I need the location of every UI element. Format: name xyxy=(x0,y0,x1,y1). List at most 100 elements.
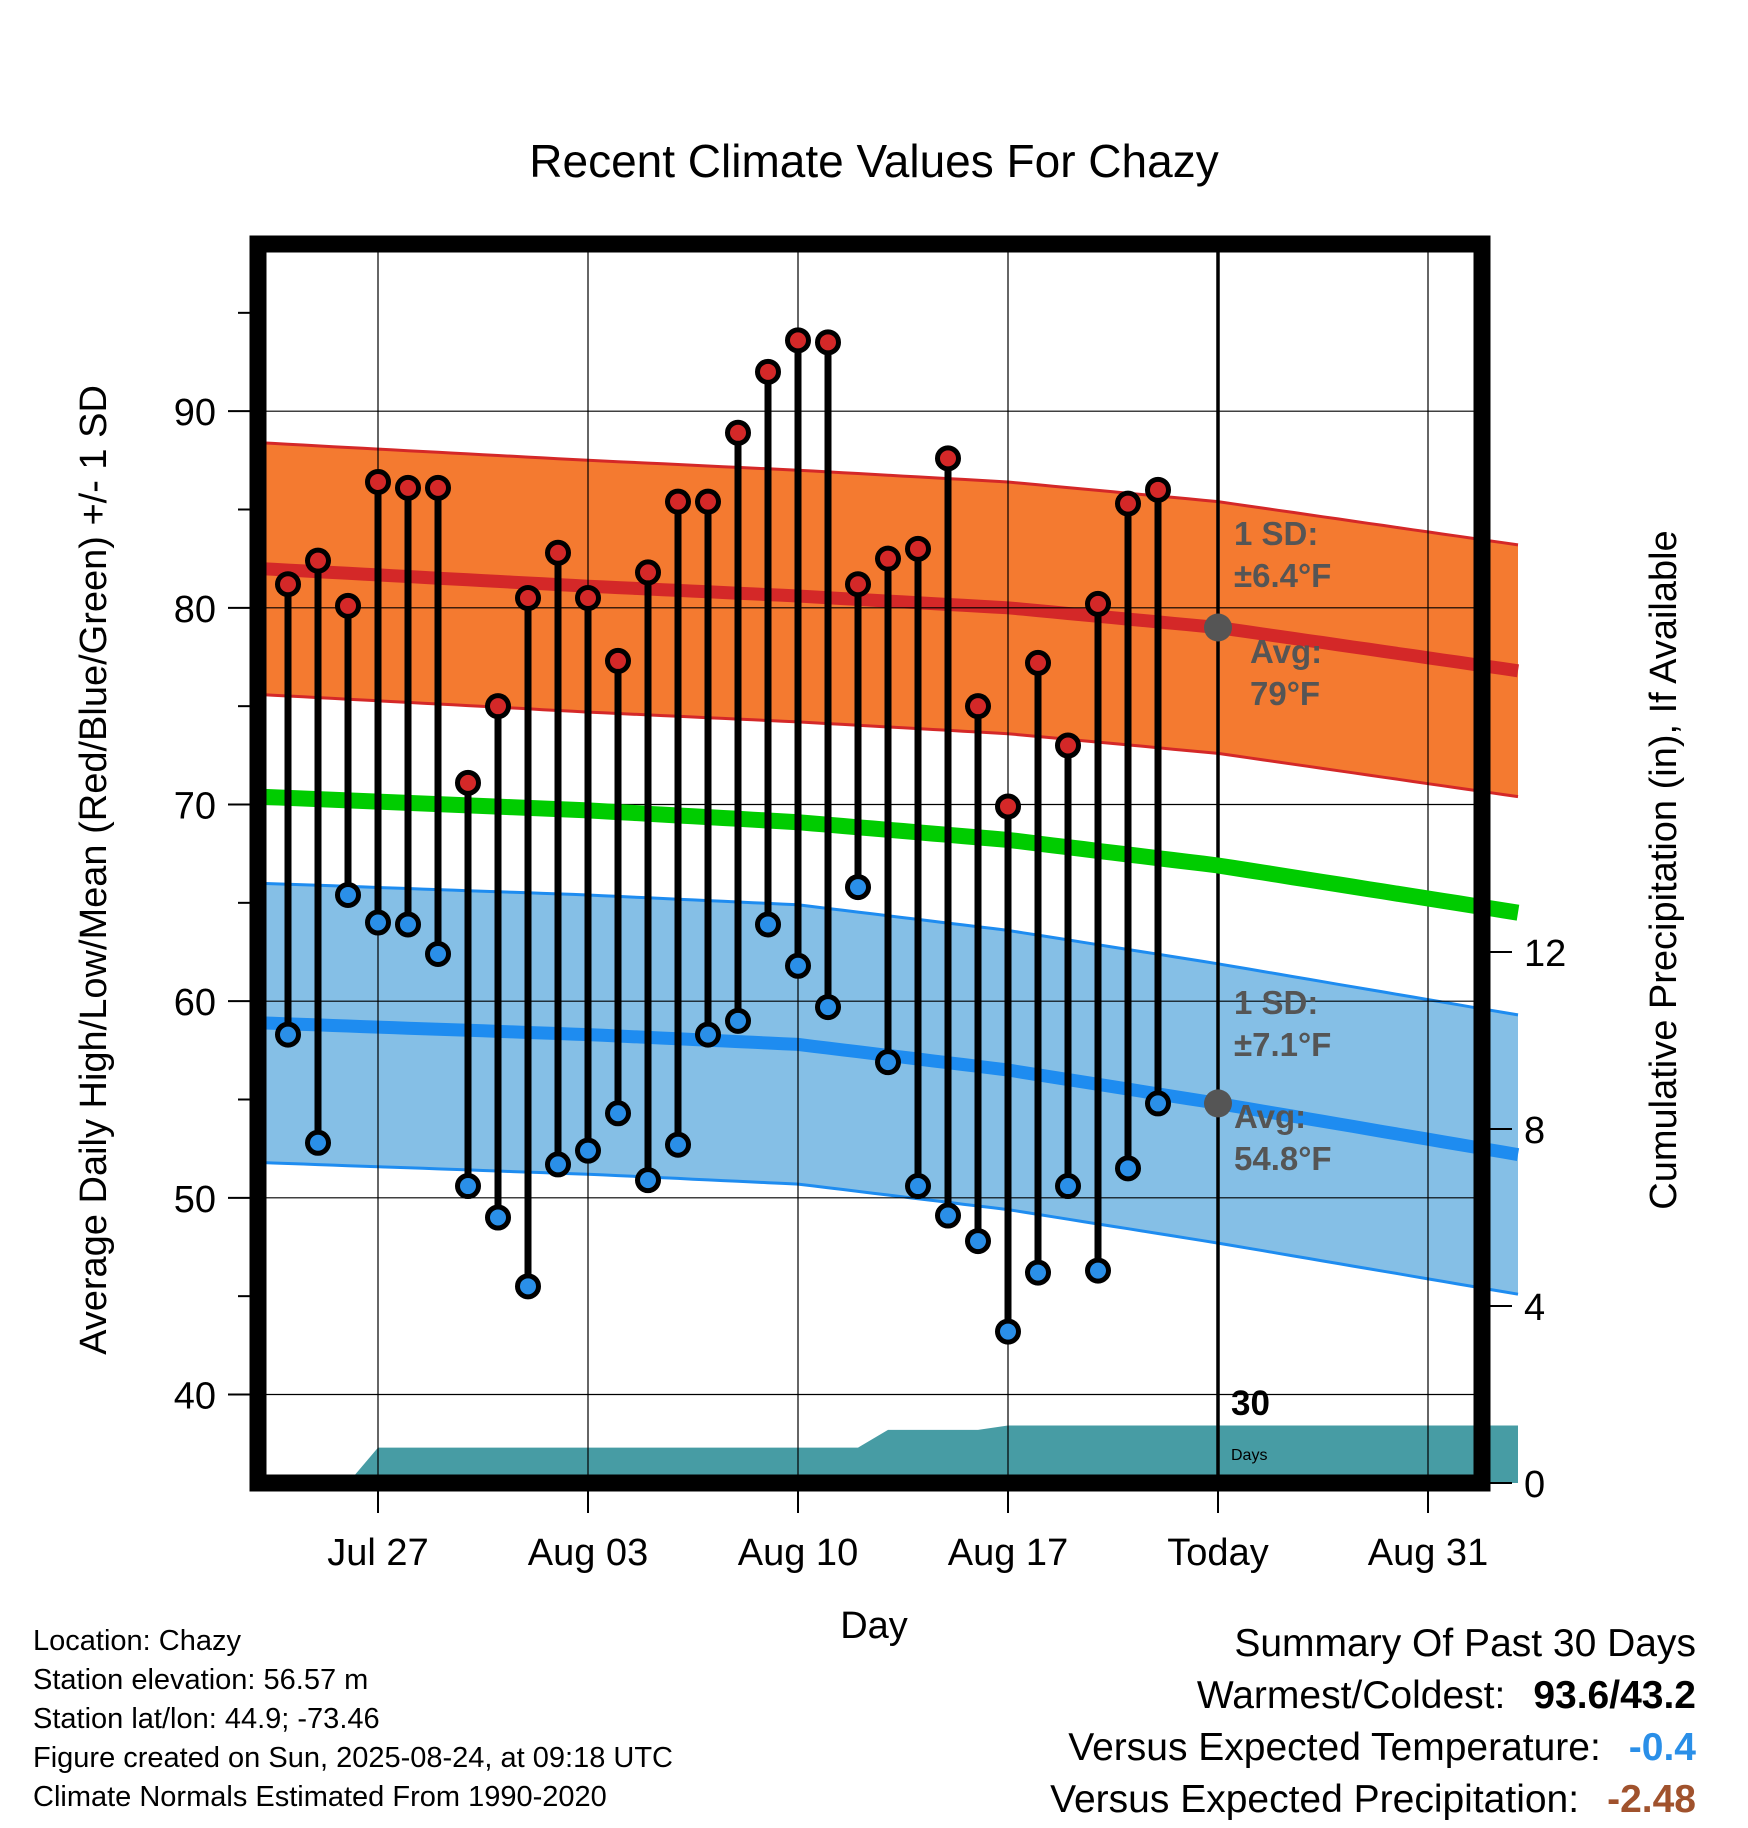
daily-high-marker xyxy=(455,769,481,796)
today-avg-low-marker xyxy=(1204,1089,1232,1118)
daily-high-marker xyxy=(335,592,361,619)
high-avg-value: 79°F xyxy=(1250,675,1320,712)
plot-frame xyxy=(249,235,1491,1492)
grid-lines xyxy=(258,244,1482,1483)
daily-low-marker xyxy=(1085,1257,1111,1284)
latlon-text: Station lat/lon: 44.9; -73.46 xyxy=(33,1703,380,1735)
daily-high-marker xyxy=(575,585,601,611)
station-info: Location: Chazy Station elevation: 56.57… xyxy=(33,1622,673,1817)
axes: 40 50 60 70 80 90 0 4 8 12 Jul 27 Aug 03 Aug 10 Aug 1… xyxy=(174,311,1566,1574)
precip-departure-label: Versus Expected Precipitation: xyxy=(1050,1778,1580,1821)
daily-low-marker xyxy=(995,1318,1021,1345)
daily-low-marker xyxy=(485,1204,511,1231)
warmest-coldest-value: 93.6/43.2 xyxy=(1533,1674,1696,1717)
daily-low-marker xyxy=(275,1021,301,1048)
daily-high-marker xyxy=(1115,490,1141,517)
summary-panel: Summary Of Past 30 Days Warmest/Coldest:… xyxy=(1050,1618,1696,1826)
daily-high-marker xyxy=(875,545,901,572)
y-left-tick-label: 50 xyxy=(174,1179,216,1221)
x-tick-label: Jul 27 xyxy=(327,1532,428,1574)
y-left-tick-label: 80 xyxy=(174,589,216,631)
daily-low-marker xyxy=(845,874,871,901)
x-tick-label: Aug 10 xyxy=(738,1532,858,1574)
daily-low-marker xyxy=(365,909,391,936)
days-window-label-number: 30 xyxy=(1231,1384,1270,1423)
daily-high-marker xyxy=(845,571,871,598)
daily-high-marker xyxy=(275,571,301,598)
daily-low-marker xyxy=(905,1173,931,1200)
daily-high-marker xyxy=(365,468,391,495)
daily-high-marker xyxy=(515,585,541,611)
low-avg-label: Avg: xyxy=(1234,1098,1306,1135)
daily-high-marker xyxy=(815,329,841,356)
daily-low-marker xyxy=(665,1131,691,1158)
daily-high-marker xyxy=(1145,476,1171,503)
daily-high-marker xyxy=(935,445,961,472)
x-axis-label: Day xyxy=(840,1605,908,1647)
y-right-tick-label: 4 xyxy=(1524,1287,1545,1329)
daily-low-marker xyxy=(1055,1173,1081,1200)
daily-high-marker xyxy=(905,535,931,562)
daily-high-marker xyxy=(425,474,451,501)
daily-low-marker xyxy=(1025,1259,1051,1286)
location-text: Location: Chazy xyxy=(33,1625,241,1657)
low-sd-label: 1 SD: xyxy=(1234,984,1318,1021)
daily-low-marker xyxy=(695,1021,721,1048)
daily-high-marker xyxy=(1055,732,1081,759)
daily-low-marker xyxy=(395,911,421,938)
high-sd-value: ±6.4°F xyxy=(1234,557,1331,594)
daily-low-marker xyxy=(815,994,841,1021)
daily-high-marker xyxy=(995,793,1021,820)
plot-border xyxy=(249,235,1491,1492)
low-avg-value: 54.8°F xyxy=(1234,1140,1332,1177)
today-avg-high-marker xyxy=(1204,613,1232,642)
daily-range-stems xyxy=(284,340,1162,1332)
daily-low-marker xyxy=(1115,1155,1141,1182)
daily-low-marker xyxy=(455,1173,481,1200)
daily-high-marker xyxy=(665,488,691,515)
daily-low-marker xyxy=(305,1129,331,1156)
daily-low-marker xyxy=(335,881,361,908)
created-text: Figure created on Sun, 2025-08-24, at 09… xyxy=(33,1742,673,1774)
high-avg-label: Avg: xyxy=(1250,633,1322,670)
x-tick-label: Aug 31 xyxy=(1368,1532,1488,1574)
daily-high-marker xyxy=(755,358,781,385)
normals-text: Climate Normals Estimated From 1990-2020 xyxy=(33,1781,607,1813)
temp-departure-value: -0.4 xyxy=(1628,1726,1696,1769)
y-axis-left-label: Average Daily High/Low/Mean (Red/Blue/Gr… xyxy=(73,385,115,1355)
x-tick-label: Aug 03 xyxy=(528,1532,648,1574)
high-sd-label: 1 SD: xyxy=(1234,515,1318,552)
daily-low-marker xyxy=(935,1202,961,1229)
daily-markers xyxy=(275,327,1232,1345)
daily-low-marker xyxy=(755,911,781,938)
y-right-tick-label: 8 xyxy=(1524,1110,1545,1152)
y-left-tick-label: 40 xyxy=(174,1376,216,1418)
daily-low-marker xyxy=(965,1228,991,1255)
cumulative-precip-area xyxy=(348,1425,1518,1483)
chart-title: Recent Climate Values For Chazy xyxy=(529,135,1218,187)
svg-text:Days: Days xyxy=(1231,1447,1267,1464)
daily-low-marker xyxy=(635,1167,661,1194)
y-left-tick-label: 70 xyxy=(174,786,216,828)
daily-high-marker xyxy=(1085,590,1111,617)
y-right-tick-label: 12 xyxy=(1524,933,1566,975)
daily-high-marker xyxy=(1025,649,1051,676)
daily-high-marker xyxy=(395,474,421,501)
daily-high-marker xyxy=(485,693,511,720)
daily-low-marker xyxy=(875,1049,901,1076)
high-band-upper-edge xyxy=(257,441,1519,547)
daily-low-marker xyxy=(1145,1090,1171,1117)
y-left-tick-label: 60 xyxy=(174,982,216,1024)
y-right-tick-label: 0 xyxy=(1524,1464,1545,1506)
daily-low-marker xyxy=(725,1007,751,1034)
daily-high-marker xyxy=(605,647,631,674)
low-sd-band xyxy=(258,883,1518,1295)
daily-high-marker xyxy=(545,539,571,566)
x-tick-label: Today xyxy=(1167,1532,1268,1574)
daily-low-marker xyxy=(515,1273,541,1300)
daily-high-marker xyxy=(695,488,721,515)
daily-low-marker xyxy=(605,1100,631,1127)
daily-low-marker xyxy=(575,1137,601,1164)
daily-high-marker xyxy=(725,419,751,446)
